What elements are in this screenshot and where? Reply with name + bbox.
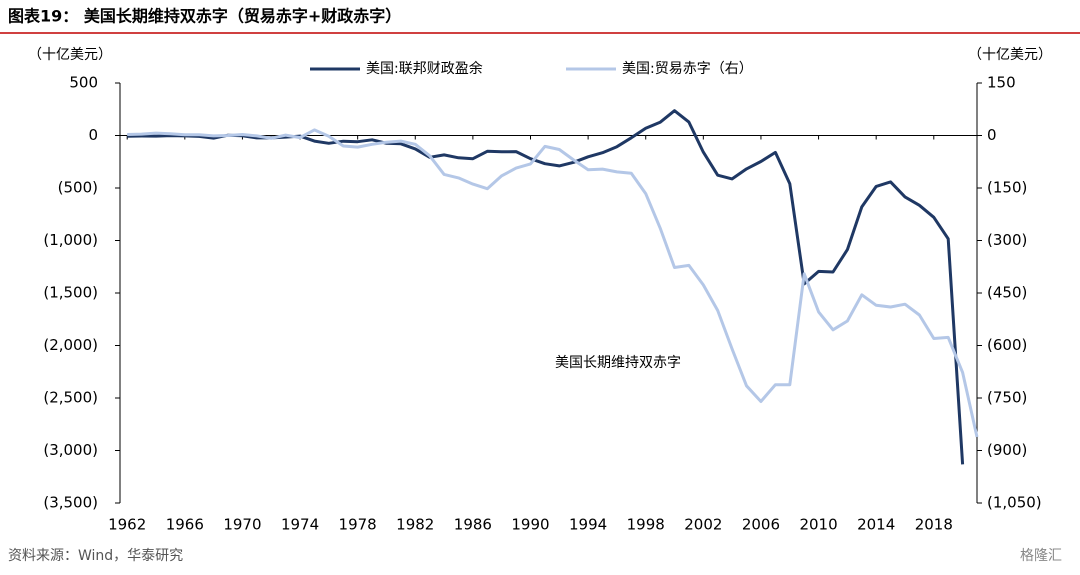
x-tick-label: 2002 [684, 516, 722, 534]
y-tick-label: (2,000) [43, 336, 98, 354]
y-tick-label: (3,000) [43, 441, 98, 459]
x-tick-label: 1998 [627, 516, 665, 534]
y2-tick-label: (1,050) [987, 494, 1042, 512]
y2-tick-label: (600) [987, 336, 1027, 354]
legend-label: 美国:联邦财政盈余 [366, 60, 483, 77]
x-tick-label: 1970 [223, 516, 261, 534]
y2-tick-label: 150 [987, 74, 1016, 92]
x-tick-label: 2010 [799, 516, 837, 534]
series-line [127, 109, 965, 465]
y-tick-label: 0 [88, 126, 98, 144]
source: 资料来源：Wind，华泰研究 [8, 548, 183, 564]
x-tick-label: 1966 [166, 516, 204, 534]
y2-tick-label: (300) [987, 231, 1027, 249]
y2-axis-label: （十亿美元） [968, 47, 1052, 63]
annotation: 美国长期维持双赤字 [555, 355, 681, 371]
x-tick-label: 1978 [339, 516, 377, 534]
y2-tick-label: 0 [987, 126, 997, 144]
x-tick-label: 2006 [742, 516, 780, 534]
x-tick-label: 1962 [108, 516, 146, 534]
x-tick-label: 1982 [396, 516, 434, 534]
series-line [127, 128, 979, 438]
y-tick-label: (1,500) [43, 284, 98, 302]
x-tick-label: 2014 [857, 516, 895, 534]
y-tick-label: (500) [58, 179, 98, 197]
y-tick-label: (3,500) [43, 494, 98, 512]
x-tick-label: 1994 [569, 516, 607, 534]
watermark: 格隆汇 [1020, 548, 1062, 564]
x-tick-label: 1974 [281, 516, 319, 534]
chart-title: 图表19： 美国长期维持双赤字（贸易赤字+财政赤字） [8, 7, 401, 26]
x-tick-label: 2018 [915, 516, 953, 534]
y-tick-label: (1,000) [43, 231, 98, 249]
x-tick-label: 1986 [454, 516, 492, 534]
x-tick-label: 1990 [511, 516, 549, 534]
y2-tick-label: (450) [987, 284, 1027, 302]
y-tick-label: 500 [69, 74, 98, 92]
y2-tick-label: (900) [987, 441, 1027, 459]
legend-label: 美国:贸易赤字（右） [622, 61, 753, 77]
y-axis-label: （十亿美元） [28, 47, 112, 63]
y2-tick-label: (750) [987, 389, 1027, 407]
y2-tick-label: (150) [987, 179, 1027, 197]
y-tick-label: (2,500) [43, 389, 98, 407]
